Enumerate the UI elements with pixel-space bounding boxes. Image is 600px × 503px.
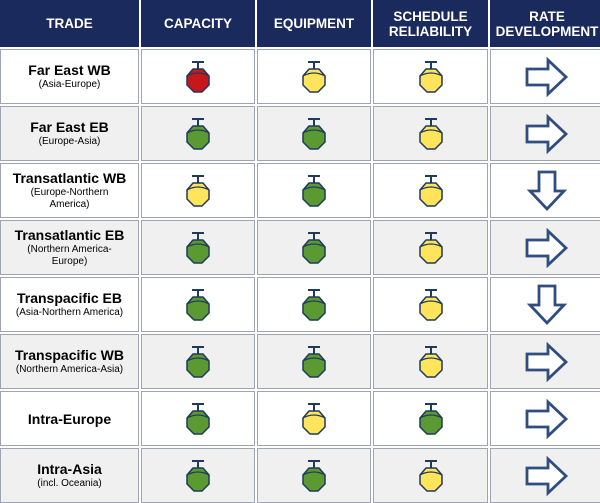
ship-icon bbox=[302, 459, 326, 492]
column-header: TRADE bbox=[0, 0, 139, 47]
trade-cell: Intra-Asia (incl. Oceania) bbox=[0, 448, 139, 503]
arrow-down-icon bbox=[526, 284, 568, 325]
trade-cell: Intra-Europe bbox=[0, 391, 139, 446]
capacity-cell bbox=[141, 334, 255, 389]
ship-icon bbox=[186, 402, 210, 435]
ship-icon bbox=[418, 288, 443, 321]
schedule-cell bbox=[373, 49, 488, 104]
trade-cell: Far East EB (Europe-Asia) bbox=[0, 106, 139, 161]
trade-region: (Asia-Northern America) bbox=[15, 307, 124, 318]
trade-name: Transpacific EB bbox=[16, 290, 123, 306]
trade-name: Far East WB bbox=[28, 62, 111, 78]
column-header: CAPACITY bbox=[141, 0, 255, 47]
ship-icon bbox=[418, 459, 443, 492]
ship-icon bbox=[418, 231, 443, 264]
rate-cell bbox=[490, 220, 600, 275]
ship-icon bbox=[302, 402, 326, 435]
column-header: RATE DEVELOPMENT bbox=[490, 0, 600, 47]
arrow-right-icon bbox=[525, 113, 569, 154]
capacity-cell bbox=[141, 163, 255, 218]
ship-icon bbox=[186, 60, 210, 93]
ship-icon bbox=[302, 231, 326, 264]
schedule-cell bbox=[373, 334, 488, 389]
equipment-cell bbox=[257, 220, 371, 275]
rate-cell bbox=[490, 277, 600, 332]
rate-cell bbox=[490, 163, 600, 218]
trade-region: (Europe-Northern America) bbox=[30, 187, 109, 210]
schedule-cell bbox=[373, 277, 488, 332]
trade-name: Transatlantic WB bbox=[12, 170, 127, 186]
schedule-cell bbox=[373, 448, 488, 503]
ship-icon bbox=[186, 174, 210, 207]
capacity-cell bbox=[141, 448, 255, 503]
rate-cell bbox=[490, 106, 600, 161]
arrow-right-icon bbox=[525, 398, 569, 439]
trade-name: Intra-Europe bbox=[27, 410, 112, 427]
ship-icon bbox=[186, 459, 210, 492]
capacity-cell bbox=[141, 106, 255, 161]
ship-icon bbox=[186, 231, 210, 264]
ship-icon bbox=[418, 174, 443, 207]
column-header: EQUIPMENT bbox=[257, 0, 371, 47]
equipment-cell bbox=[257, 163, 371, 218]
ship-icon bbox=[418, 402, 443, 435]
capacity-cell bbox=[141, 277, 255, 332]
ship-icon bbox=[418, 345, 443, 378]
equipment-cell bbox=[257, 106, 371, 161]
rate-cell bbox=[490, 49, 600, 104]
column-header: SCHEDULE RELIABILITY bbox=[373, 0, 488, 47]
capacity-cell bbox=[141, 391, 255, 446]
trade-region: (Northern America-Asia) bbox=[15, 364, 124, 375]
ship-icon bbox=[302, 174, 326, 207]
schedule-cell bbox=[373, 106, 488, 161]
ship-icon bbox=[186, 345, 210, 378]
schedule-cell bbox=[373, 391, 488, 446]
trade-region: (Europe-Asia) bbox=[38, 136, 101, 147]
trade-cell: Transatlantic EB (Northern America- Europ… bbox=[0, 220, 139, 275]
trade-cell: Transpacific EB (Asia-Northern America) bbox=[0, 277, 139, 332]
equipment-cell bbox=[257, 448, 371, 503]
capacity-cell bbox=[141, 49, 255, 104]
arrow-right-icon bbox=[525, 455, 569, 496]
rate-cell bbox=[490, 334, 600, 389]
rate-cell bbox=[490, 448, 600, 503]
trade-region: (incl. Oceania) bbox=[37, 478, 102, 489]
equipment-cell bbox=[257, 277, 371, 332]
ship-icon bbox=[418, 117, 443, 150]
ship-icon bbox=[302, 117, 326, 150]
equipment-cell bbox=[257, 49, 371, 104]
trade-cell: Transatlantic WB (Europe-Northern America… bbox=[0, 163, 139, 218]
arrow-right-icon bbox=[525, 341, 569, 382]
trade-region: (Asia-Europe) bbox=[38, 79, 101, 90]
schedule-cell bbox=[373, 163, 488, 218]
trade-name: Intra-Asia bbox=[37, 461, 102, 477]
trade-name: Transatlantic EB bbox=[14, 227, 125, 243]
capacity-cell bbox=[141, 220, 255, 275]
arrow-down-icon bbox=[526, 170, 568, 211]
ship-icon bbox=[418, 60, 443, 93]
equipment-cell bbox=[257, 391, 371, 446]
ship-icon bbox=[186, 117, 210, 150]
ship-icon bbox=[302, 345, 326, 378]
ship-icon bbox=[302, 288, 326, 321]
ship-icon bbox=[302, 60, 326, 93]
schedule-cell bbox=[373, 220, 488, 275]
trade-cell: Far East WB (Asia-Europe) bbox=[0, 49, 139, 104]
equipment-cell bbox=[257, 334, 371, 389]
ship-icon bbox=[186, 288, 210, 321]
trade-name: Far East EB bbox=[30, 119, 109, 135]
arrow-right-icon bbox=[525, 56, 569, 97]
trade-cell: Transpacific WB (Northern America-Asia) bbox=[0, 334, 139, 389]
rate-cell bbox=[490, 391, 600, 446]
trade-region: (Northern America- Europe) bbox=[27, 244, 112, 267]
arrow-right-icon bbox=[525, 227, 569, 268]
trade-name: Transpacific WB bbox=[15, 347, 124, 363]
